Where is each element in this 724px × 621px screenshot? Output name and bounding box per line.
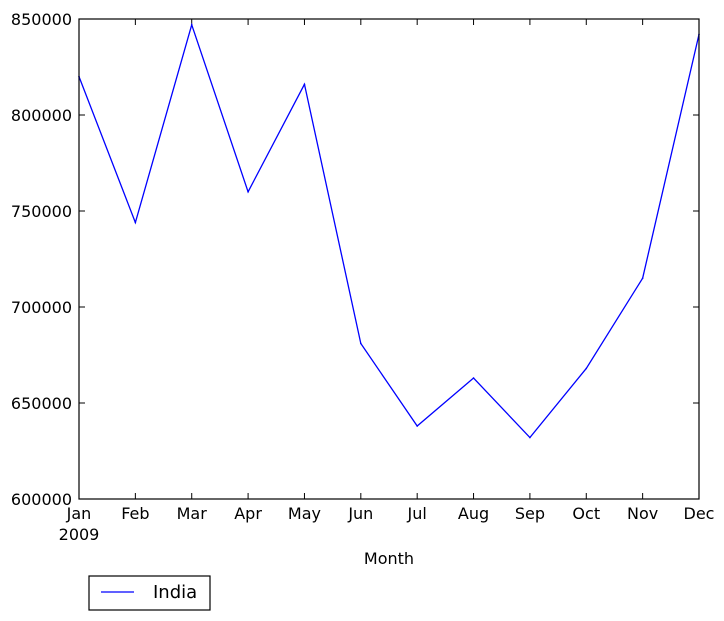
y-tick-label: 850000 — [11, 10, 72, 29]
plot-frame — [78, 18, 700, 500]
data-point — [472, 377, 475, 379]
y-tick-label: 600000 — [11, 490, 72, 509]
legend-box — [88, 575, 211, 611]
x-tick-label: Nov — [627, 504, 658, 523]
x-tick-label: Dec — [684, 504, 715, 523]
y-tick-label: 700000 — [11, 298, 72, 317]
data-point — [134, 221, 137, 224]
series-line-india — [78, 22, 700, 439]
x-tick-label: May — [288, 504, 321, 523]
x-tick-label: Sep — [515, 504, 545, 523]
x-tick-label: Jun — [347, 504, 373, 523]
x-tick-label: Apr — [234, 504, 262, 523]
y-tick-label: 750000 — [11, 202, 72, 221]
x-tick-label: Feb — [121, 504, 149, 523]
x-tick-label: Jan — [66, 504, 92, 523]
data-point — [416, 425, 418, 427]
x-tick-label: Oct — [572, 504, 600, 523]
x-year-label: 2009 — [59, 525, 100, 544]
x-tick-label: Mar — [177, 504, 208, 523]
legend: India — [88, 575, 211, 611]
data-point — [303, 83, 306, 86]
data-point — [529, 436, 531, 439]
data-point — [247, 191, 249, 193]
x-tick-label: Jul — [407, 504, 427, 523]
data-point — [641, 277, 644, 280]
y-tick-label: 650000 — [11, 394, 72, 413]
y-tick-labels: 600000 650000 700000 750000 800000 850000 — [11, 10, 72, 509]
plot-area — [79, 19, 699, 499]
data-point — [360, 342, 362, 345]
x-tick-label: Aug — [458, 504, 489, 523]
legend-label-india: India — [153, 582, 197, 603]
x-tick-labels: Jan Feb Mar Apr May Jun Jul Aug Sep Oct Nov Dec — [66, 504, 715, 523]
y-tick-label: 800000 — [11, 106, 72, 125]
x-axis-label: Month — [364, 549, 414, 568]
data-point — [190, 23, 193, 26]
data-point — [585, 367, 588, 370]
